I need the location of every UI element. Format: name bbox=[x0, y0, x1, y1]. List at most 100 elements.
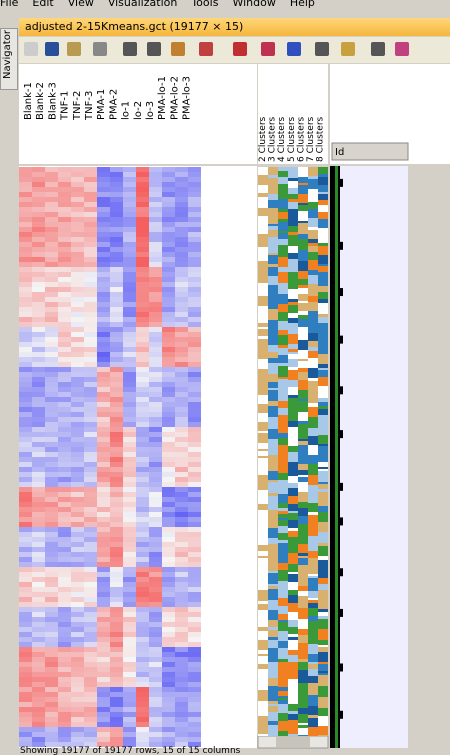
heatmap-cell bbox=[149, 182, 162, 187]
cluster-stripe bbox=[278, 721, 288, 731]
heatmap-cell bbox=[97, 442, 110, 447]
cluster-stripe bbox=[278, 321, 288, 330]
menu-item[interactable]: Tools bbox=[191, 0, 219, 9]
menu-item[interactable]: View bbox=[67, 0, 94, 9]
heatmap-cell bbox=[123, 687, 136, 692]
cluster-stripe bbox=[308, 578, 318, 581]
toolbar-button[interactable] bbox=[123, 42, 137, 56]
heatmap-cell bbox=[97, 422, 110, 427]
heatmap-cell bbox=[136, 452, 149, 457]
menu-item[interactable]: File bbox=[0, 0, 19, 9]
cluster-stripe bbox=[268, 482, 278, 493]
toolbar-button[interactable] bbox=[315, 42, 329, 56]
heatmap-cell bbox=[84, 322, 97, 327]
heatmap-cell bbox=[19, 397, 32, 402]
cluster-stripe bbox=[298, 205, 308, 211]
cluster-stripe bbox=[258, 221, 268, 226]
heatmap-cell bbox=[32, 477, 45, 482]
heatmap-cell bbox=[71, 692, 84, 697]
heatmap-cell bbox=[71, 202, 84, 207]
cluster-stripe bbox=[278, 317, 288, 321]
heatmap-cell bbox=[71, 402, 84, 407]
cluster-stripe bbox=[258, 479, 268, 490]
scroll-thumb[interactable] bbox=[276, 737, 310, 747]
cluster-stripe bbox=[318, 735, 328, 736]
toolbar bbox=[19, 37, 450, 63]
menu-item[interactable]: Edit bbox=[32, 0, 54, 9]
heatmap-cell bbox=[45, 182, 58, 187]
cluster-stripe bbox=[308, 631, 318, 635]
toolbar-button[interactable] bbox=[233, 42, 247, 56]
cluster-stripe bbox=[308, 192, 318, 202]
cluster-stripe bbox=[288, 520, 298, 528]
heatmap-cell bbox=[149, 482, 162, 487]
heatmap-cell bbox=[19, 167, 32, 172]
menu-item[interactable]: Visualization bbox=[107, 0, 178, 9]
heatmap-cell bbox=[123, 287, 136, 292]
toolbar-button[interactable] bbox=[199, 42, 213, 56]
scrollbar[interactable] bbox=[257, 735, 329, 749]
heatmap-cell bbox=[45, 507, 58, 512]
cluster-stripe bbox=[298, 223, 308, 234]
cluster-stripe bbox=[318, 406, 328, 409]
heatmap-cell bbox=[58, 322, 71, 327]
heatmap-cell bbox=[19, 487, 32, 492]
heatmap-cell bbox=[45, 737, 58, 742]
id-header-box[interactable] bbox=[331, 142, 409, 161]
toolbar-button[interactable] bbox=[147, 42, 161, 56]
toolbar-button[interactable] bbox=[45, 42, 59, 56]
heatmap-cell bbox=[149, 582, 162, 587]
cluster-stripe bbox=[298, 261, 308, 267]
cluster-stripe bbox=[298, 350, 308, 359]
heatmap-cell bbox=[110, 302, 123, 307]
heatmap-cell bbox=[162, 652, 175, 657]
cluster-stripe bbox=[268, 224, 278, 226]
heatmap-cell bbox=[45, 467, 58, 472]
cluster-stripe bbox=[278, 408, 288, 415]
heatmap-cell bbox=[97, 477, 110, 482]
heatmap-cell bbox=[136, 532, 149, 537]
cluster-stripe bbox=[308, 635, 318, 644]
id-marker bbox=[339, 288, 343, 297]
heatmap-cell bbox=[58, 482, 71, 487]
heatmap-cell bbox=[123, 207, 136, 212]
menu-item[interactable]: Help bbox=[289, 0, 315, 9]
toolbar-button[interactable] bbox=[93, 42, 107, 56]
toolbar-button[interactable] bbox=[261, 42, 275, 56]
heatmap-cell bbox=[97, 532, 110, 537]
heatmap-cell bbox=[71, 382, 84, 387]
heatmap-cell bbox=[19, 737, 32, 742]
heatmap-cell bbox=[110, 187, 123, 192]
toolbar-button[interactable] bbox=[371, 42, 385, 56]
toolbar-button[interactable] bbox=[171, 42, 185, 56]
cluster-stripe bbox=[318, 629, 328, 640]
heatmap-cell bbox=[71, 472, 84, 477]
heatmap-cell bbox=[110, 592, 123, 597]
toolbar-button[interactable] bbox=[341, 42, 355, 56]
heatmap-cell bbox=[149, 167, 162, 172]
heatmap-cell bbox=[32, 382, 45, 387]
heatmap-cell bbox=[162, 632, 175, 637]
heatmap-cell bbox=[136, 397, 149, 402]
cluster-stripe bbox=[298, 361, 308, 366]
cluster-stripe bbox=[298, 431, 308, 439]
cluster-stripe bbox=[278, 678, 288, 687]
cluster-stripe bbox=[298, 239, 308, 250]
toolbar-button[interactable] bbox=[24, 42, 38, 56]
navigator-tab[interactable]: Navigator bbox=[0, 28, 18, 90]
cluster-stripe bbox=[288, 404, 298, 414]
cluster-stripe bbox=[258, 193, 268, 197]
heatmap-cell bbox=[188, 582, 201, 587]
toolbar-button[interactable] bbox=[287, 42, 301, 56]
heatmap-cell bbox=[58, 172, 71, 177]
menu-item[interactable]: Window bbox=[232, 0, 276, 9]
cluster-stripe bbox=[318, 664, 328, 671]
heatmap-cell bbox=[123, 697, 136, 702]
toolbar-button[interactable] bbox=[395, 42, 409, 56]
toolbar-button[interactable] bbox=[67, 42, 81, 56]
heatmap-cell bbox=[123, 577, 136, 582]
cluster-stripe bbox=[288, 574, 298, 582]
heatmap-cell bbox=[71, 617, 84, 622]
heatmap-cell bbox=[45, 317, 58, 322]
heatmap-cell bbox=[110, 552, 123, 557]
